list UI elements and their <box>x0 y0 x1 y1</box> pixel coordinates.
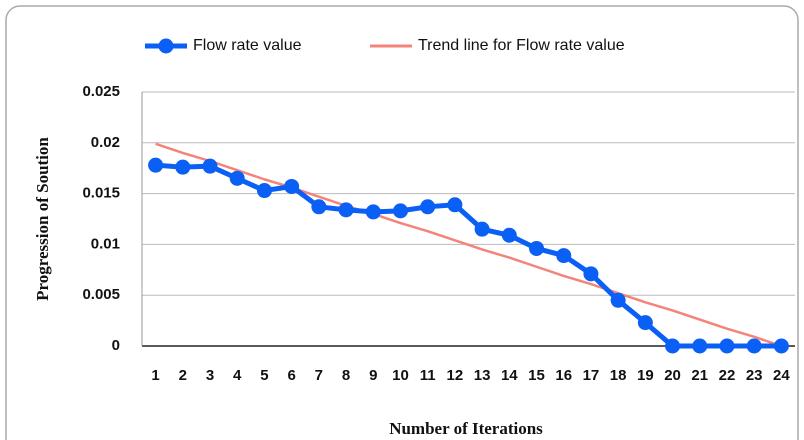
x-axis-title: Number of Iterations <box>389 419 543 438</box>
x-tick-label: 4 <box>233 367 242 384</box>
point <box>447 197 463 213</box>
x-tick-label: 16 <box>555 367 572 384</box>
point <box>637 315 653 331</box>
series-line <box>155 142 782 348</box>
point <box>420 199 436 215</box>
point <box>256 183 272 199</box>
point <box>719 338 735 354</box>
x-tick-label: 10 <box>392 367 409 384</box>
point <box>501 227 517 243</box>
x-tick-label: 9 <box>369 367 377 384</box>
x-tick-label: 1 <box>151 367 159 384</box>
x-tick-label: 8 <box>342 367 350 384</box>
point <box>665 338 681 354</box>
y-tick-label: 0.005 <box>82 286 120 303</box>
point <box>392 203 408 219</box>
legend-label: Trend line for Flow rate value <box>418 37 625 54</box>
point <box>175 159 191 175</box>
y-tick-label: 0.01 <box>91 235 120 252</box>
x-tick-label: 24 <box>773 367 790 384</box>
x-tick-label: 14 <box>501 367 518 384</box>
point <box>365 204 381 220</box>
y-tick-label: 0.015 <box>82 185 120 202</box>
point <box>229 170 245 186</box>
x-tick-label: 2 <box>179 367 187 384</box>
x-tick-label: 7 <box>315 367 323 384</box>
y-tick-label: 0.02 <box>91 134 120 151</box>
point <box>610 292 626 308</box>
legend-marker <box>158 38 174 54</box>
x-tick-label: 20 <box>664 367 681 384</box>
x-tick-label: 15 <box>528 367 545 384</box>
x-tick-label: 21 <box>691 367 708 384</box>
point <box>284 178 300 194</box>
x-tick-label: 17 <box>583 367 600 384</box>
x-tick-label: 19 <box>637 367 654 384</box>
point <box>556 248 572 264</box>
x-tick-label: 5 <box>260 367 268 384</box>
x-tick-label: 23 <box>746 367 763 384</box>
x-tick-label: 11 <box>420 367 436 384</box>
y-axis-title: Progression of Soution <box>33 137 52 301</box>
x-tick-label: 22 <box>719 367 736 384</box>
x-tick-label: 3 <box>206 367 214 384</box>
point <box>746 338 762 354</box>
point <box>311 199 327 215</box>
y-tick-label: 0 <box>112 337 120 354</box>
point <box>773 338 789 354</box>
point <box>583 266 599 282</box>
point <box>148 157 164 173</box>
point <box>338 202 354 218</box>
point <box>202 158 218 174</box>
point <box>474 221 490 237</box>
x-tick-label: 12 <box>447 367 464 384</box>
y-tick-label: 0.025 <box>82 83 120 100</box>
x-tick-label: 13 <box>474 367 491 384</box>
x-tick-label: 18 <box>610 367 627 384</box>
point <box>692 338 708 354</box>
x-tick-label: 6 <box>287 367 295 384</box>
point <box>529 240 545 256</box>
legend-label: Flow rate value <box>193 37 302 54</box>
